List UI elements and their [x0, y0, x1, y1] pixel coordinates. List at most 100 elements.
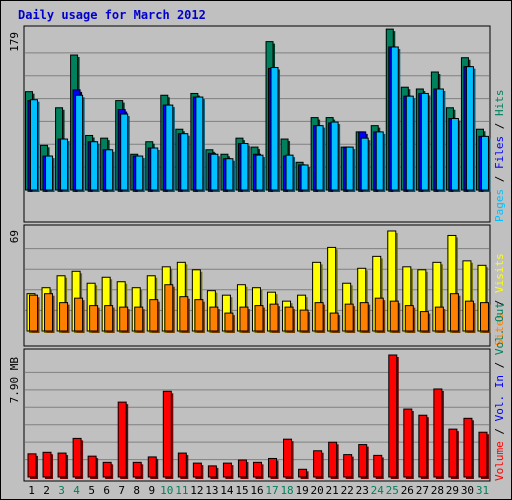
- bar-pages: [420, 92, 429, 191]
- bar-sites: [104, 305, 114, 332]
- bar-volume: [343, 454, 353, 478]
- bar-volume: [463, 417, 473, 478]
- bar-pages: [45, 155, 54, 191]
- bar-pages: [180, 133, 189, 191]
- x-tick-label: 17: [265, 484, 278, 497]
- bar-volume: [192, 462, 202, 478]
- bar-sites: [239, 306, 249, 332]
- x-tick-label: 27: [416, 484, 429, 497]
- x-tick-label: 25: [386, 484, 399, 497]
- bar-volume: [132, 461, 142, 478]
- x-tick-label: 10: [160, 484, 173, 497]
- x-tick-label: 14: [220, 484, 234, 497]
- bar-sites: [314, 302, 324, 332]
- x-tick-label: 16: [250, 484, 263, 497]
- bar-sites: [134, 306, 144, 332]
- x-tick-label: 1: [28, 484, 35, 497]
- bar-sites: [224, 312, 234, 332]
- x-tick-label: 15: [235, 484, 248, 497]
- bar-volume: [57, 452, 67, 478]
- bar-pages: [150, 147, 159, 191]
- bar-pages: [240, 143, 249, 191]
- x-tick-label: 21: [326, 484, 339, 497]
- x-tick-label: 26: [401, 484, 414, 497]
- bar-pages: [390, 46, 399, 191]
- bar-pages: [90, 141, 99, 191]
- x-tick-label: 6: [103, 484, 110, 497]
- bar-volume: [298, 468, 308, 478]
- bar-sites: [374, 297, 384, 332]
- bar-pages: [165, 104, 174, 191]
- x-tick-label: 13: [205, 484, 218, 497]
- bar-volume: [388, 354, 398, 478]
- bar-volume: [102, 461, 112, 478]
- bar-volume: [448, 428, 458, 478]
- bar-pages: [300, 164, 309, 191]
- x-tick-label: 28: [431, 484, 444, 497]
- bar-pages: [255, 154, 264, 191]
- bar-pages: [120, 113, 129, 191]
- bar-pages: [315, 125, 324, 191]
- x-tick-label: 2: [43, 484, 50, 497]
- bar-sites: [149, 299, 159, 332]
- x-tick-label: 5: [88, 484, 95, 497]
- x-tick-label: 31: [476, 484, 489, 497]
- bar-volume: [207, 465, 217, 478]
- bar-pages: [210, 153, 219, 191]
- bar-sites: [254, 305, 264, 332]
- bar-pages: [450, 117, 459, 191]
- bar-sites: [419, 311, 429, 332]
- x-tick-label: 23: [356, 484, 369, 497]
- bar-pages: [30, 99, 38, 191]
- bar-sites: [269, 303, 279, 332]
- ymax-label-top: 179: [8, 32, 21, 52]
- bar-sites: [59, 302, 69, 332]
- x-tick-label: 20: [311, 484, 324, 497]
- bar-sites: [389, 300, 399, 332]
- bar-pages: [360, 137, 369, 191]
- bar-sites: [29, 294, 38, 332]
- bar-pages: [465, 66, 474, 191]
- bar-pages: [270, 67, 279, 191]
- bar-volume: [283, 438, 293, 478]
- x-tick-label: 7: [118, 484, 125, 497]
- x-tick-label: 29: [446, 484, 459, 497]
- bar-sites: [464, 300, 474, 332]
- bar-volume: [42, 451, 52, 478]
- x-tick-label: 11: [175, 484, 188, 497]
- bar-sites: [74, 297, 84, 332]
- bar-pages: [135, 155, 144, 191]
- bar-sites: [434, 306, 444, 332]
- ymax-label-bottom: 7.90 MB: [8, 357, 21, 404]
- bar-volume: [313, 450, 323, 478]
- bar-sites: [359, 302, 369, 332]
- bar-pages: [375, 131, 384, 191]
- bar-pages: [330, 121, 339, 191]
- bar-volume: [162, 390, 172, 478]
- bar-pages: [480, 135, 489, 191]
- x-tick-label: 22: [341, 484, 354, 497]
- bar-sites: [479, 302, 489, 332]
- ymax-label-middle: 69: [8, 230, 21, 243]
- bar-volume: [252, 461, 262, 478]
- bar-volume: [177, 452, 187, 478]
- bar-pages: [345, 146, 354, 191]
- bar-volume: [237, 459, 247, 478]
- bar-volume: [403, 408, 413, 478]
- bar-pages: [435, 88, 444, 191]
- x-tick-label: 9: [148, 484, 155, 497]
- bar-volume: [147, 456, 157, 478]
- bar-pages: [75, 94, 84, 191]
- bar-sites: [449, 293, 459, 332]
- bar-pages: [285, 154, 294, 191]
- x-tick-label: 30: [461, 484, 474, 497]
- bar-sites: [344, 303, 354, 332]
- bar-pages: [225, 158, 234, 191]
- bar-volume: [433, 388, 443, 478]
- bar-sites: [89, 305, 99, 332]
- bar-sites: [404, 305, 414, 332]
- x-tick-label: 12: [190, 484, 203, 497]
- bar-sites: [284, 306, 294, 332]
- x-tick-label: 24: [371, 484, 385, 497]
